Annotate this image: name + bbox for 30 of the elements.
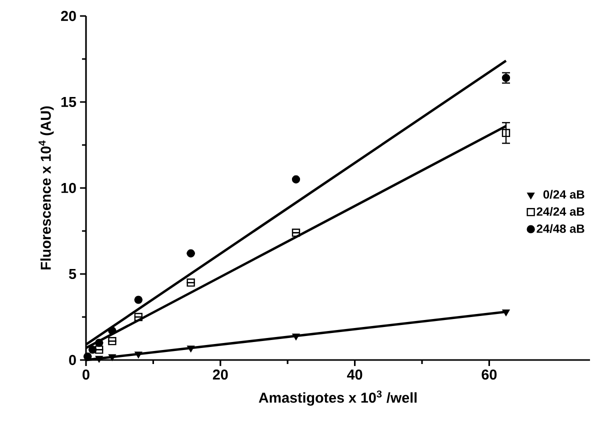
y-tick-label: 15 bbox=[61, 96, 76, 108]
point bbox=[108, 336, 116, 346]
point bbox=[108, 326, 116, 335]
legend-label: 24/48 aB bbox=[536, 224, 584, 234]
x-tick-label: 20 bbox=[212, 370, 228, 380]
point bbox=[502, 310, 510, 316]
legend-label: 24/24 aB bbox=[536, 207, 584, 216]
x-tick-label: 40 bbox=[347, 370, 362, 380]
point bbox=[95, 356, 103, 362]
point bbox=[134, 312, 142, 322]
y-tick-label: 20 bbox=[61, 10, 76, 22]
y-tick-label: 10 bbox=[61, 182, 76, 194]
point bbox=[95, 338, 104, 347]
x-tick-label: 60 bbox=[482, 370, 497, 380]
point bbox=[187, 346, 194, 352]
y-tick-label: 0 bbox=[69, 354, 76, 366]
x-tick-label: 0 bbox=[82, 370, 90, 380]
legend-label: 0/24 aB bbox=[543, 190, 584, 199]
point bbox=[134, 352, 142, 358]
x-axis-title: Amastigotes x 10$^{3}$ /well bbox=[258, 390, 417, 406]
point bbox=[292, 175, 300, 184]
point bbox=[292, 334, 300, 340]
point bbox=[186, 278, 195, 287]
point bbox=[134, 296, 142, 304]
point bbox=[502, 128, 510, 138]
point bbox=[108, 354, 116, 361]
point bbox=[292, 228, 300, 237]
y-tick-label: 5 bbox=[68, 268, 76, 280]
point bbox=[186, 249, 195, 258]
y-axis-title: Fluorescence x 10$^{4}$ (AU) bbox=[38, 106, 54, 270]
